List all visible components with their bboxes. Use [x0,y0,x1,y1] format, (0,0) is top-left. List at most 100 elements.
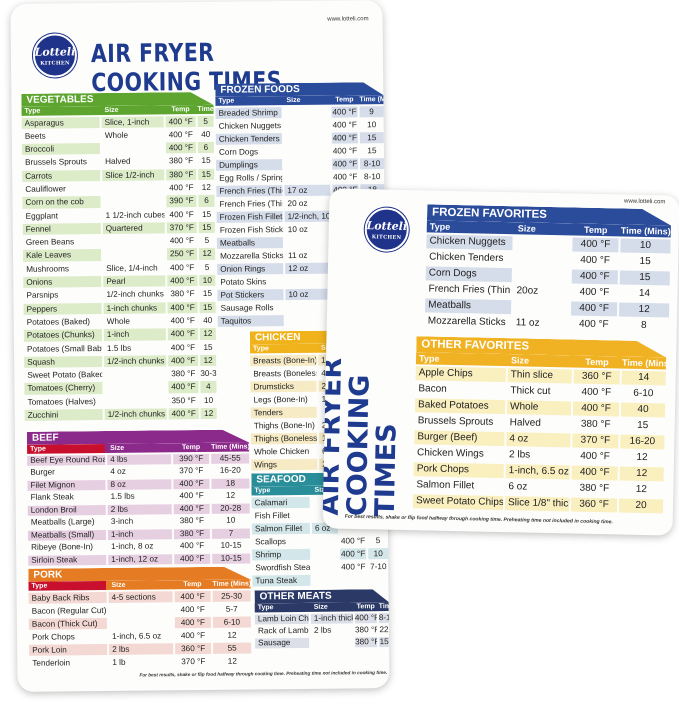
type-cell: Calamari [251,496,310,508]
temp-cell: 380 °F [166,168,197,181]
type-cell: French Fries (Thin Cut) [428,282,511,296]
footer-note: For best results, shake or flip food hal… [139,670,388,679]
temp-cell: 400 °F [578,318,609,330]
size-cell [513,306,570,308]
type-cell: Brussels Sprouts [417,414,494,428]
temp-cell: 400 °F [173,503,210,515]
size-cell: Halved [509,416,541,429]
temp-cell: 400 °F [168,129,193,140]
type-cell: Corn Dogs [425,265,512,282]
time-cell: 10 [367,119,377,129]
type-cell: Bacon [418,382,447,395]
temp-cell: 400 °F [580,450,610,462]
time-cell: 16-20 [620,434,665,449]
section-pork: PORK Type Size Temp Time (Mins) Baby Back Rib… [28,566,252,668]
time-cell: 10 [199,274,216,287]
time-cell: 10 [203,395,214,405]
type-cell: Asparagus [21,116,100,129]
type-cell: Lamb Loin Chops [254,613,309,624]
size-cell: 2 lbs [313,625,332,635]
section-beef: BEEF Type Size Temp Time (Mins) Beef Eye Roun… [27,429,251,566]
type-cell: Sausage Rolls [220,302,274,313]
section-title: FROZEN FOODS [215,82,383,97]
time-cell: 25-30 [212,589,251,602]
column-header: Time (Mins) [212,580,251,588]
size-cell: 10 oz [287,224,308,234]
time-cell: 4 [200,381,217,393]
size-cell: 4-5 sections [108,590,173,603]
type-cell: Meatballs [216,236,283,249]
temp-cell: 400 °F [174,553,211,565]
temp-cell: 400 °F [174,616,211,628]
time-cell: 40 [201,129,211,139]
size-cell: 11 oz [288,250,308,260]
logo-brand: Lotteli [34,44,76,59]
column-header: Temp [181,444,201,452]
type-cell: Potatoes (Small Baby) [26,343,103,354]
temp-cell: 400 °F [571,268,618,284]
time-cell: 22 [379,624,389,634]
time-cell: 16-20 [219,465,241,475]
temp-cell: 400 °F [170,262,195,273]
temp-cell: 400 °F [174,590,211,602]
type-cell: Egg Rolls / Spring Rolls [219,172,283,183]
time-cell: 14 [638,287,651,299]
type-cell: Tenderloin [32,657,71,668]
column-header: Type [429,221,451,232]
size-cell: Slice, 1-inch [101,115,164,128]
time-cell: 8-10 [378,612,389,623]
table-row: Carrots Slice 1/2-inch 380 °F 15 [22,168,215,182]
column-header: Size [286,96,301,105]
type-cell: Chicken Tenders [215,132,282,145]
column-header: Size [510,355,530,366]
temp-cell: 400 °F [331,105,358,118]
type-cell: Potatoes (Baked) [26,317,91,327]
table-row: Sweet Potato (Baked) 380 °F 30-35 [24,367,216,381]
temp-cell: 380 °F [173,528,211,540]
column-header: Temp [356,603,375,611]
table-row: Rack of Lamb 2 lbs 380 °F 22 [255,624,389,636]
table-row: Tenderloin 1 lb 370 °F 12 [29,654,251,668]
section-title: PORK [28,566,250,581]
size-cell: 20 oz [287,198,308,208]
section-title: VEGETABLES [21,92,213,107]
column-header: Type [31,582,48,590]
type-cell: Tuna Steak [252,574,311,586]
temp-cell: 400 °F [581,386,612,398]
type-cell: Breaded Shrimp [215,106,282,119]
type-cell: Legs (Bone-In) [253,394,308,404]
type-cell: Carrots [22,169,101,182]
type-cell: Pot Stickers [217,288,284,301]
type-cell: Pork Chops [31,631,75,642]
size-cell: 2 lbs [107,503,172,515]
table-row: Chicken Nuggets 400 °F 10 [216,118,384,132]
type-cell: Ribeye (Bone-In) [31,542,94,552]
time-cell: 15 [639,255,651,267]
type-cell: Beets [24,131,46,141]
temp-cell: 400 °F [331,131,358,144]
table-row: Chicken Tenders 400 °F 15 [215,131,384,145]
temp-cell: 390 °F [166,195,197,207]
type-cell: French Fries (Thick Cut) [216,184,283,197]
time-cell: 12 [636,451,648,463]
time-cell: 6 [197,141,214,154]
time-cell: 7-10 [370,561,387,571]
column-header: Size [110,444,125,452]
section-title: OTHER MEATS [255,589,389,603]
temp-cell: 400 °F [170,316,195,326]
time-cell: 12 [199,328,216,340]
table-row: Tomatoes (Cherry) 400 °F 4 [24,381,217,395]
section-frozen-favorites: FROZEN FAVORITES Type Size Temp Time (Mins) C… [425,204,672,333]
column-header: Temp [585,356,609,368]
time-cell: 5 [204,236,210,246]
type-cell: Onion Rings [217,262,284,275]
time-cell: 15 [198,221,215,234]
time-cell: 15 [637,419,649,431]
size-cell: 1-inch [103,328,166,341]
column-header: Type [254,487,271,495]
size-cell: 1/2-inch, 10oz [284,210,331,222]
type-cell: Bacon (Thick Cut) [28,617,107,630]
type-cell: Burger [30,467,55,477]
temp-cell: 380 °F [168,156,194,166]
time-cell: 12 [200,354,217,367]
